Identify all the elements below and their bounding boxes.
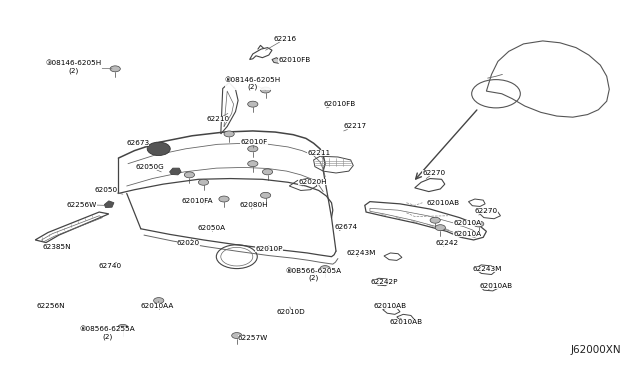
- Text: 62010AB: 62010AB: [479, 283, 513, 289]
- Text: J62000XN: J62000XN: [570, 345, 621, 355]
- Text: 62010A: 62010A: [453, 220, 481, 226]
- Text: ⑧08566-6255A
(2): ⑧08566-6255A (2): [79, 326, 136, 340]
- Polygon shape: [170, 168, 181, 175]
- Circle shape: [262, 169, 273, 175]
- Circle shape: [110, 66, 120, 72]
- Circle shape: [474, 221, 484, 227]
- Text: 62257W: 62257W: [237, 335, 268, 341]
- Text: 62010D: 62010D: [277, 307, 305, 315]
- Text: 62256N: 62256N: [37, 303, 65, 309]
- Circle shape: [260, 192, 271, 198]
- Text: 62010A: 62010A: [453, 231, 481, 237]
- Circle shape: [232, 333, 242, 339]
- Circle shape: [147, 142, 170, 155]
- Text: 62385N: 62385N: [42, 244, 70, 250]
- Text: 62256W: 62256W: [67, 202, 104, 208]
- Text: 62050A: 62050A: [197, 225, 225, 231]
- Text: 62243M: 62243M: [473, 266, 502, 272]
- Circle shape: [435, 225, 445, 231]
- Text: 62010AB: 62010AB: [374, 303, 407, 309]
- Circle shape: [260, 87, 271, 93]
- Text: 62010AB: 62010AB: [390, 318, 423, 325]
- Text: ⑧08146-6205H
(2): ⑧08146-6205H (2): [225, 77, 281, 90]
- Circle shape: [184, 172, 195, 178]
- Text: 62010AA: 62010AA: [140, 301, 173, 309]
- Text: 62010P: 62010P: [255, 246, 282, 252]
- Text: 62242: 62242: [435, 240, 458, 246]
- Text: 62010AB: 62010AB: [427, 200, 460, 206]
- Circle shape: [248, 101, 258, 107]
- Polygon shape: [272, 58, 280, 63]
- Circle shape: [224, 131, 234, 137]
- Text: 62674: 62674: [334, 224, 357, 231]
- Text: 62010F: 62010F: [241, 139, 268, 148]
- Circle shape: [154, 298, 164, 304]
- Text: 62050G: 62050G: [136, 164, 164, 172]
- Circle shape: [198, 179, 209, 185]
- Circle shape: [118, 324, 128, 330]
- Text: 62217: 62217: [344, 124, 367, 131]
- Polygon shape: [104, 201, 114, 208]
- Circle shape: [248, 146, 258, 152]
- Text: 62080H: 62080H: [240, 202, 268, 209]
- Circle shape: [248, 161, 258, 167]
- Text: 62270: 62270: [475, 208, 498, 215]
- Text: 62020H: 62020H: [298, 179, 326, 186]
- Text: ③08146-6205H
(2): ③08146-6205H (2): [45, 60, 112, 74]
- Text: 62010FB: 62010FB: [278, 57, 310, 62]
- Text: 62242P: 62242P: [371, 279, 397, 286]
- Text: 62050: 62050: [94, 187, 123, 194]
- Circle shape: [430, 217, 440, 223]
- Text: 62243M: 62243M: [347, 250, 376, 257]
- Text: 62010FB: 62010FB: [323, 101, 355, 108]
- Text: 62216: 62216: [266, 36, 296, 50]
- Text: ⑧0B566-6205A
(2): ⑧0B566-6205A (2): [285, 268, 342, 281]
- Text: 62020: 62020: [177, 239, 200, 246]
- Text: 62740: 62740: [99, 262, 122, 269]
- Text: 62270: 62270: [422, 170, 445, 179]
- Circle shape: [320, 266, 330, 272]
- Text: 62211: 62211: [307, 150, 330, 159]
- Circle shape: [219, 196, 229, 202]
- Text: 62010FA: 62010FA: [181, 198, 213, 204]
- Text: 62210: 62210: [206, 113, 229, 122]
- Text: 62673: 62673: [126, 140, 149, 148]
